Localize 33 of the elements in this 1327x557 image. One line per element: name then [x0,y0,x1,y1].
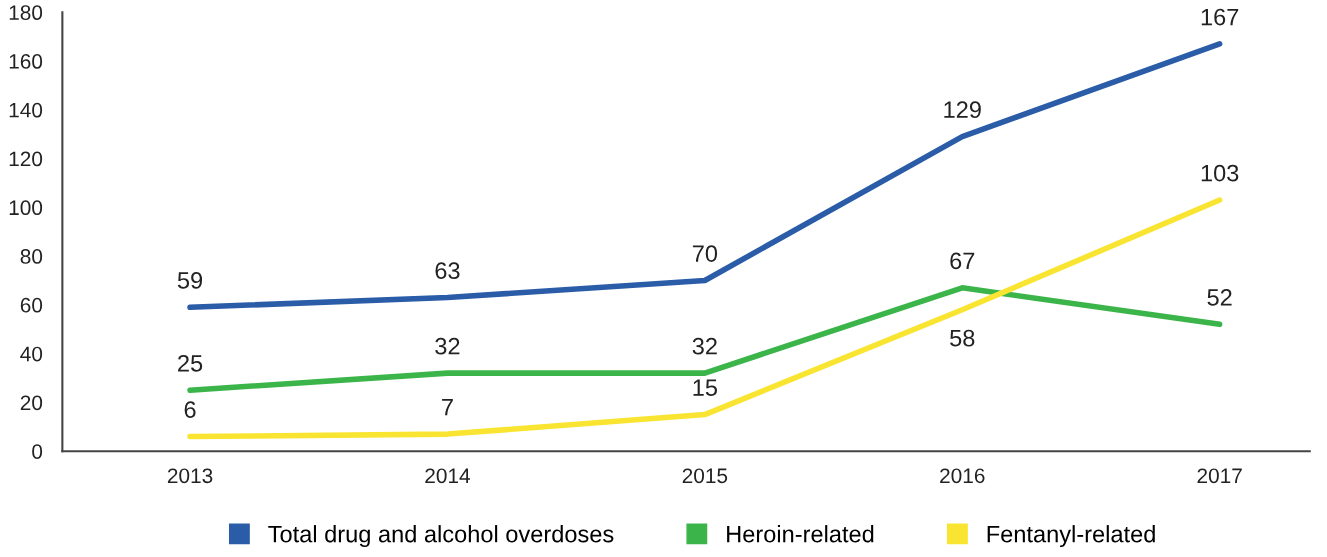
y-tick-label: 180 [9,5,43,21]
data-label: 32 [692,337,717,355]
x-tick-label: 2017 [1197,468,1242,484]
legend-label: Total drug and alcohol overdoses [268,525,614,548]
legend-label: Heroin-related [727,525,874,543]
data-label: 167 [1201,8,1239,26]
data-label: 32 [435,337,460,355]
y-tick-label: 0 [32,444,43,459]
x-tick-label: 2013 [167,468,213,484]
y-tick-label: 40 [20,346,43,362]
y-tick-label: 20 [20,395,43,411]
data-label: 58 [950,329,975,347]
data-label: 70 [692,245,718,262]
y-tick-label: 120 [9,151,43,167]
legend-label: Fentanyl-related [987,525,1155,548]
y-tick-label: 160 [9,54,43,69]
data-label: 6 [184,401,196,418]
data-label: 7 [442,399,453,416]
data-label: 15 [693,379,717,397]
y-tick-label: 140 [9,102,43,118]
x-tick-label: 2015 [682,468,728,484]
data-label: 52 [1207,289,1232,306]
y-tick-label: 60 [20,297,43,313]
x-tick-label: 2016 [940,468,985,484]
x-tick-label: 2014 [425,468,471,484]
data-label: 103 [1201,164,1239,182]
data-label: 67 [950,252,975,270]
y-tick-label: 100 [9,200,43,216]
y-tick-label: 80 [20,249,43,264]
data-label: 129 [944,101,981,119]
data-label: 63 [435,262,460,279]
data-label: 59 [177,272,203,289]
data-label: 25 [178,354,203,372]
